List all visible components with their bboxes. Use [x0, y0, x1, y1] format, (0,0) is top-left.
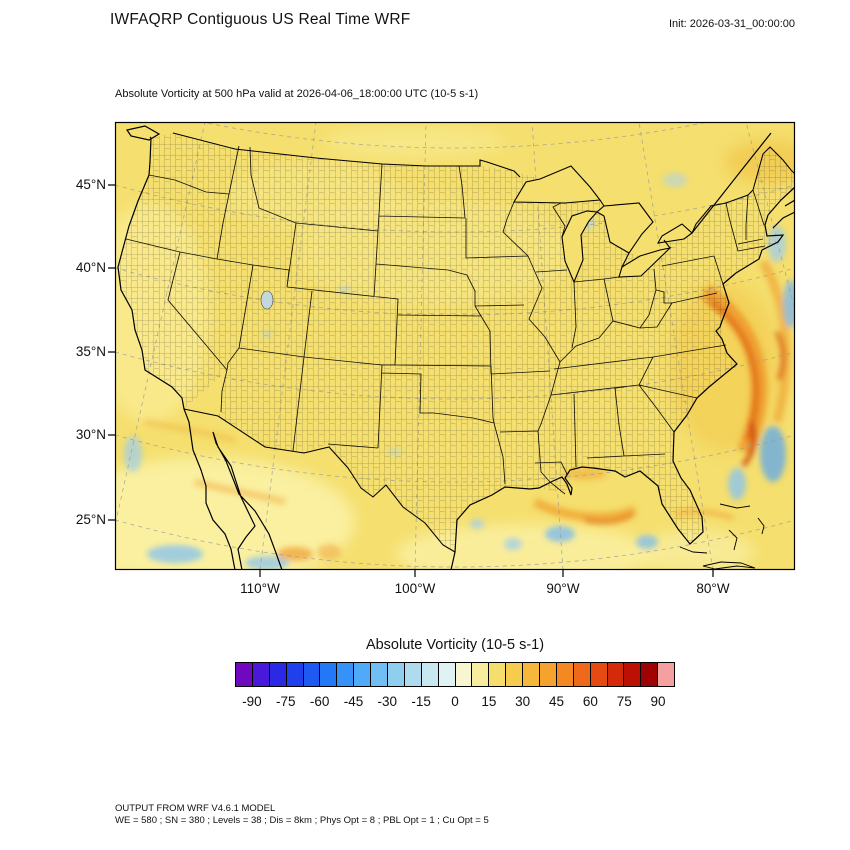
colorbar-cell [523, 663, 541, 686]
y-axis-label: 25°N [75, 512, 106, 527]
colorbar-cell [236, 663, 253, 686]
x-axis-label: 80°W [696, 581, 730, 596]
axis-ticks [108, 184, 714, 577]
colorbar-cell [286, 663, 304, 686]
map-canvas [108, 121, 796, 577]
y-axis-label: 40°N [75, 260, 106, 275]
colorbar-tick-label: 75 [616, 694, 632, 709]
colorbar-tick-label: -60 [309, 694, 330, 709]
colorbar-tick-label: 45 [549, 694, 565, 709]
colorbar-cell [506, 663, 524, 686]
y-axis-label: 30°N [75, 427, 106, 442]
colorbar-ticks: -90 -75 -60 -45 -30 -15 0 15 30 45 60 75 90 [235, 694, 675, 712]
colorbar-cell [556, 663, 574, 686]
colorbar-cell [540, 663, 557, 686]
colorbar-tick-label: -15 [411, 694, 431, 709]
colorbar-cell [472, 663, 490, 686]
x-axis-label: 90°W [546, 581, 580, 596]
colorbar-cell [624, 663, 642, 686]
colorbar-tick-label: 30 [515, 694, 531, 709]
colorbar-tick-label: 60 [582, 694, 598, 709]
colorbar-cell [590, 663, 608, 686]
footer-config-line: WE = 580 ; SN = 380 ; Levels = 38 ; Dis … [115, 815, 489, 826]
init-timestamp: Init: 2026-03-31_00:00:00 [669, 18, 795, 30]
national-borders [172, 132, 795, 553]
colorbar-cell [337, 663, 355, 686]
colorbar-cell [303, 663, 321, 686]
colorbar-cell [371, 663, 389, 686]
footer: OUTPUT FROM WRF V4.6.1 MODEL WE = 580 ; … [115, 803, 489, 827]
page-title: IWFAQRP Contiguous US Real Time WRF [110, 11, 411, 28]
colorbar-cell [421, 663, 439, 686]
y-axis-label: 45°N [75, 177, 106, 192]
map-frame [114, 121, 796, 571]
colorbar-cell [252, 663, 270, 686]
colorbar-cell [320, 663, 338, 686]
colorbar-cell [269, 663, 287, 686]
colorbar-cell [354, 663, 372, 686]
colorbar-cell [607, 663, 625, 686]
colorbar-cell [489, 663, 507, 686]
colorbar-tick-label: 15 [481, 694, 497, 709]
colorbar-cell [573, 663, 591, 686]
colorbar-tick-label: -90 [242, 694, 262, 709]
colorbar-tick-label: -75 [276, 694, 296, 709]
colorbar-tick-label: 0 [451, 694, 459, 709]
colorbar-cell [641, 663, 659, 686]
x-axis-label: 100°W [394, 581, 436, 596]
colorbar-tick-label: -30 [377, 694, 398, 709]
colorbar-title: Absolute Vorticity (10-5 s-1) [365, 637, 545, 653]
colorbar-cell [658, 663, 675, 686]
colorbar-cell [455, 663, 473, 686]
colorbar-tick-label: -45 [343, 694, 364, 709]
colorbar [235, 662, 675, 687]
colorbar-cell [438, 663, 456, 686]
coastlines [117, 125, 795, 570]
footer-model-line: OUTPUT FROM WRF V4.6.1 MODEL [115, 803, 276, 814]
colorbar-tick-label: 90 [650, 694, 666, 709]
colorbar-cell [388, 663, 405, 686]
x-axis-label: 110°W [240, 581, 280, 596]
great-salt-lake [260, 290, 274, 310]
field-subtitle: Absolute Vorticity at 500 hPa valid at 2… [115, 88, 479, 100]
y-axis-label: 35°N [75, 344, 106, 359]
great-lakes [513, 165, 693, 284]
state-borders [125, 145, 766, 495]
colorbar-cell [404, 663, 422, 686]
